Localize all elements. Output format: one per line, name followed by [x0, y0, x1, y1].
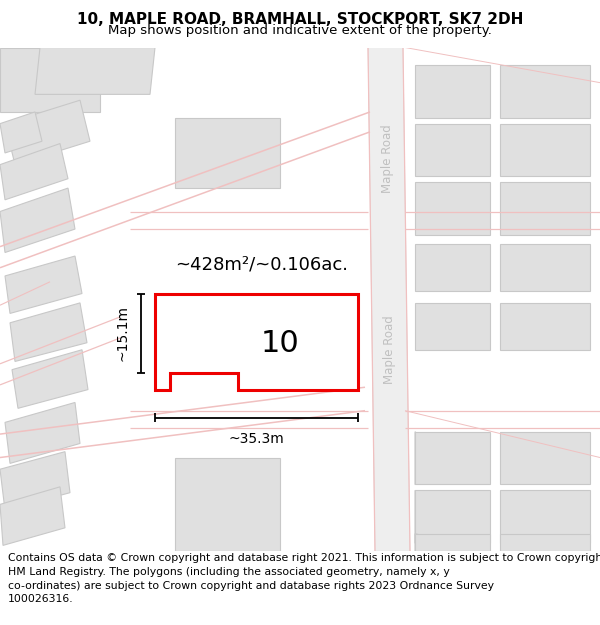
Polygon shape	[500, 124, 590, 176]
Polygon shape	[368, 48, 410, 551]
Polygon shape	[415, 65, 490, 118]
Polygon shape	[415, 491, 490, 543]
Polygon shape	[500, 303, 590, 350]
Text: Maple Road: Maple Road	[380, 124, 394, 193]
Text: Map shows position and indicative extent of the property.: Map shows position and indicative extent…	[108, 24, 492, 37]
Polygon shape	[415, 534, 490, 551]
Polygon shape	[12, 350, 88, 408]
Polygon shape	[0, 487, 65, 546]
Polygon shape	[0, 452, 70, 510]
Polygon shape	[0, 188, 75, 253]
Polygon shape	[35, 48, 155, 94]
Polygon shape	[415, 124, 490, 176]
Text: ~35.3m: ~35.3m	[229, 432, 284, 446]
Polygon shape	[415, 491, 490, 543]
Polygon shape	[415, 182, 490, 235]
Polygon shape	[5, 402, 80, 463]
Text: ~15.1m: ~15.1m	[116, 306, 130, 361]
Text: ~428m²/~0.106ac.: ~428m²/~0.106ac.	[175, 256, 348, 274]
Polygon shape	[415, 244, 490, 291]
Polygon shape	[500, 432, 590, 484]
Polygon shape	[500, 244, 590, 291]
Text: 10, MAPLE ROAD, BRAMHALL, STOCKPORT, SK7 2DH: 10, MAPLE ROAD, BRAMHALL, STOCKPORT, SK7…	[77, 12, 523, 27]
Polygon shape	[415, 534, 490, 551]
Polygon shape	[0, 144, 68, 200]
Polygon shape	[500, 534, 590, 551]
Polygon shape	[175, 458, 280, 551]
Polygon shape	[175, 118, 280, 188]
Polygon shape	[415, 432, 490, 484]
Polygon shape	[0, 112, 42, 153]
Text: Contains OS data © Crown copyright and database right 2021. This information is : Contains OS data © Crown copyright and d…	[8, 554, 600, 604]
Polygon shape	[5, 100, 90, 164]
Polygon shape	[0, 48, 100, 112]
Polygon shape	[500, 65, 590, 118]
Text: Maple Road: Maple Road	[383, 316, 397, 384]
Polygon shape	[415, 432, 490, 484]
Text: 10: 10	[260, 329, 299, 358]
Polygon shape	[500, 491, 590, 543]
Polygon shape	[155, 294, 358, 389]
Polygon shape	[10, 303, 87, 361]
Polygon shape	[500, 182, 590, 235]
Polygon shape	[5, 256, 82, 313]
Polygon shape	[415, 303, 490, 350]
